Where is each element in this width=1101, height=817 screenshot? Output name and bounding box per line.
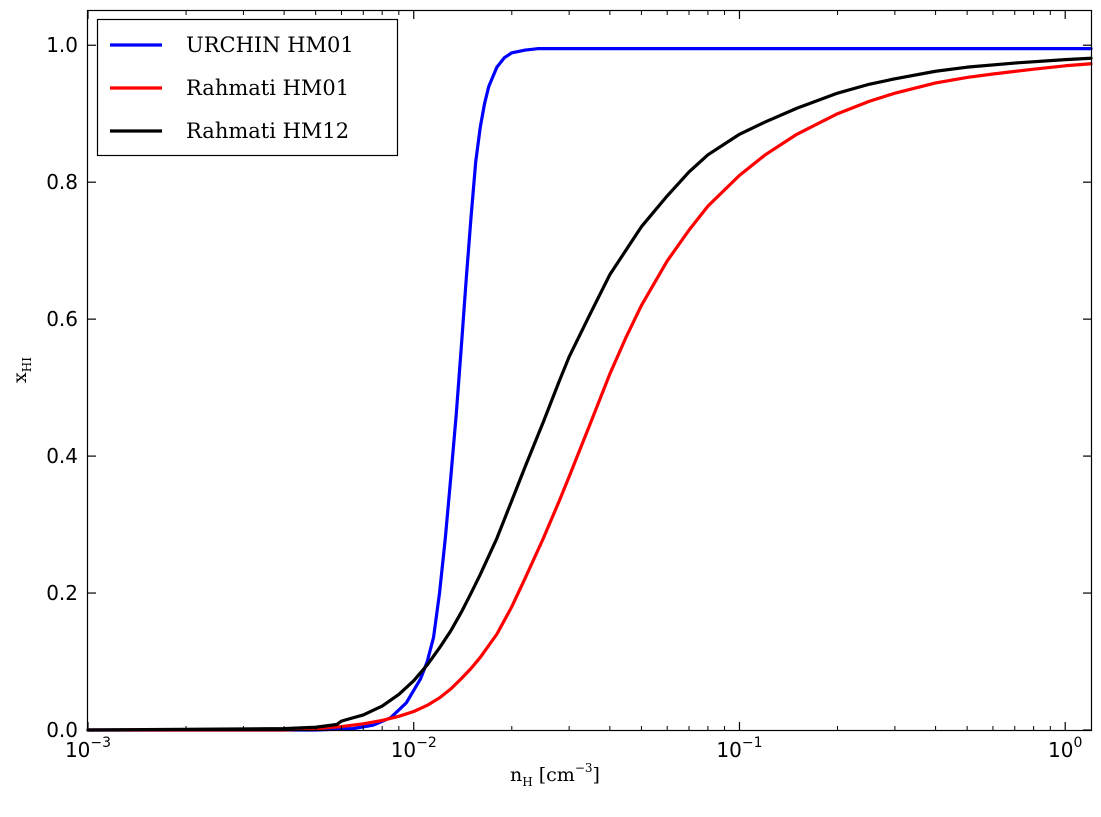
x-tick-label-exp-1: −2 [416,735,437,751]
series-layer [86,47,1093,732]
y-tick-label-4: 0.8 [46,170,78,194]
x-tick-label-base-2: 10 [716,738,741,762]
ticks-layer [87,11,1091,731]
y-tick-label-2: 0.4 [46,444,78,468]
legend-label-2: Rahmati HM12 [186,119,349,143]
x-axis-label-unit-close: ] [593,764,600,786]
y-axis-label-base: x [9,372,31,383]
series-line-0 [86,47,1093,732]
y-axis-label-group: xHI [9,357,34,383]
y-tick-label-3: 0.6 [46,307,78,331]
x-tick-label-exp-2: −1 [742,735,763,751]
x-tick-label-base-1: 10 [391,738,416,762]
x-axis-label-unit-open: [cm [539,764,575,786]
x-axis-label-base: n [510,764,522,786]
x-axis-label: nH [cm−3] [510,761,600,789]
series-line-2 [86,56,1093,732]
x-tick-label-base-3: 10 [1048,738,1073,762]
plot-frame [86,9,1093,732]
x-axis-label-unit-sup: −3 [575,761,593,775]
x-tick-label-base-0: 10 [65,738,90,762]
legend-label-0: URCHIN HM01 [186,33,354,57]
y-axis-label-sub: HI [20,357,34,372]
series-line-1 [86,62,1093,732]
x-tick-label-1: 10−2 [391,735,437,762]
y-axis-label: xHI [9,357,34,383]
x-axis-label-sub: H [522,775,532,789]
x-tick-label-3: 100 [1048,735,1082,762]
legend-label-1: Rahmati HM01 [186,76,349,100]
y-tick-labels: 0.0 0.2 0.4 0.6 0.8 1.0 [46,33,78,742]
y-tick-label-0: 0.0 [46,718,78,742]
x-tick-label-exp-0: −3 [90,735,111,751]
x-tick-label-2: 10−1 [716,735,762,762]
x-tick-label-exp-3: 0 [1073,735,1082,751]
x-tick-labels: 10−3 10−2 10−1 100 [65,735,1082,762]
legend: URCHIN HM01 Rahmati HM01 Rahmati HM12 [96,18,399,157]
x-tick-label-0: 10−3 [65,735,111,762]
y-tick-label-1: 0.2 [46,581,78,605]
y-tick-label-5: 1.0 [46,33,78,57]
